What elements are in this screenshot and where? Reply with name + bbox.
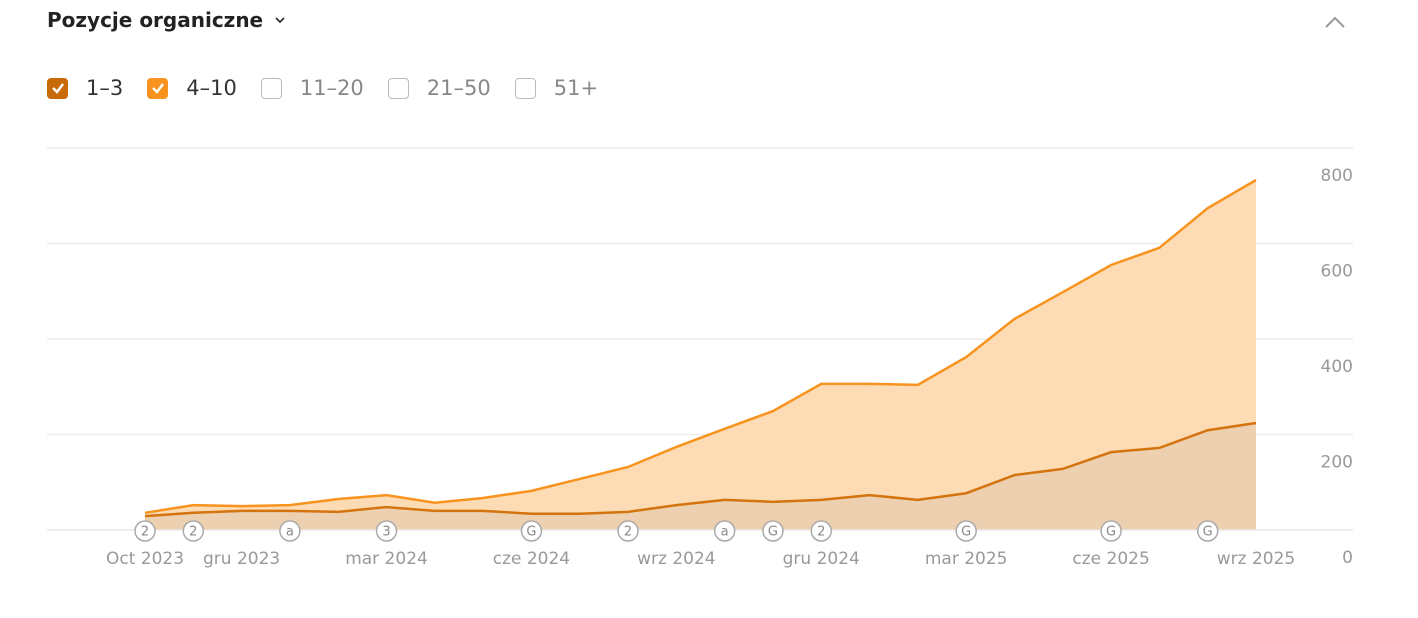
marker-label: 3 — [382, 525, 390, 540]
marker-label: 2 — [141, 525, 149, 540]
area — [145, 423, 1256, 530]
marker-circle — [134, 520, 156, 542]
event-marker[interactable]: G — [1100, 520, 1122, 542]
event-marker[interactable]: 2 — [134, 520, 156, 542]
x-tick-label: cze 2025 — [1072, 549, 1149, 569]
legend-item[interactable]: 11–20 — [260, 76, 364, 100]
event-marker[interactable]: G — [1196, 520, 1219, 542]
marker-label: 2 — [189, 525, 197, 540]
event-marker[interactable]: a — [279, 520, 301, 542]
y-tick-label: 400 — [1321, 357, 1353, 377]
check-icon — [151, 83, 164, 94]
legend-label: 1–3 — [86, 76, 124, 100]
y-tick-label: 200 — [1321, 453, 1353, 473]
collapse-button[interactable] — [1322, 12, 1348, 34]
marker-label: 2 — [624, 525, 632, 540]
x-tick-label: Oct 2023 — [106, 549, 184, 569]
marker-circle — [955, 520, 977, 542]
legend-item[interactable]: 21–50 — [387, 76, 491, 100]
title: Pozycje organiczne — [47, 8, 264, 32]
event-marker[interactable]: 2 — [182, 520, 205, 542]
legend-item[interactable]: 4–10 — [147, 76, 237, 100]
header[interactable]: Pozycje organiczne — [47, 8, 287, 32]
dropdown-chevron — [275, 17, 285, 24]
event-marker[interactable]: 3 — [375, 520, 398, 542]
x-tick-label: gru 2024 — [783, 549, 860, 569]
legend-label: 11–20 — [299, 76, 364, 100]
line — [144, 178, 1257, 515]
checkbox[interactable] — [514, 77, 536, 99]
marker-circle — [1196, 520, 1219, 542]
marker-circle — [279, 520, 301, 542]
legend-label: 51+ — [553, 76, 599, 100]
event-marker[interactable]: 2 — [810, 520, 833, 542]
y-tick-label: 0 — [1342, 548, 1353, 568]
marker-circle — [182, 520, 205, 542]
checkbox[interactable] — [47, 77, 68, 99]
x-tick-label: wrz 2024 — [637, 549, 715, 569]
marker-circle — [1100, 520, 1122, 542]
legend-item[interactable]: 1–3 — [47, 76, 123, 100]
x-tick-label: mar 2025 — [925, 549, 1008, 569]
marker-label: G — [1106, 525, 1116, 540]
marker-circle — [617, 520, 639, 542]
marker-label: 2 — [817, 525, 825, 540]
event-marker[interactable]: 2 — [617, 520, 639, 542]
marker-circle — [713, 520, 736, 542]
marker-circle — [520, 520, 543, 542]
legend-label: 21–50 — [426, 76, 491, 100]
area — [145, 179, 1256, 517]
marker-label: G — [961, 525, 971, 540]
checkbox[interactable] — [387, 77, 409, 99]
marker-label: a — [721, 525, 729, 540]
y-tick-label: 800 — [1321, 166, 1353, 186]
event-marker[interactable]: a — [713, 520, 736, 542]
event-marker[interactable]: G — [955, 520, 977, 542]
marker-circle — [762, 520, 784, 542]
x-tick-label: cze 2024 — [493, 549, 570, 569]
checkbox[interactable] — [147, 77, 169, 99]
marker-circle — [810, 520, 833, 542]
x-tick-label: mar 2024 — [345, 549, 428, 569]
marker-label: G — [1203, 525, 1213, 540]
x-tick-label: wrz 2025 — [1217, 549, 1295, 569]
marker-label: a — [286, 525, 294, 540]
check-icon — [51, 83, 64, 94]
marker-label: G — [526, 525, 536, 540]
y-tick-label: 600 — [1321, 262, 1353, 282]
marker-label: G — [768, 525, 778, 540]
marker-circle — [375, 520, 398, 542]
x-tick-label: gru 2023 — [203, 549, 280, 569]
line — [144, 421, 1257, 518]
legend: 1–3 4–10 11–20 21–50 51+ — [47, 76, 622, 100]
event-marker[interactable]: G — [762, 520, 784, 542]
event-marker[interactable]: G — [520, 520, 543, 542]
legend-label: 4–10 — [186, 76, 237, 100]
legend-item[interactable]: 51+ — [514, 76, 599, 100]
checkbox[interactable] — [260, 77, 282, 99]
